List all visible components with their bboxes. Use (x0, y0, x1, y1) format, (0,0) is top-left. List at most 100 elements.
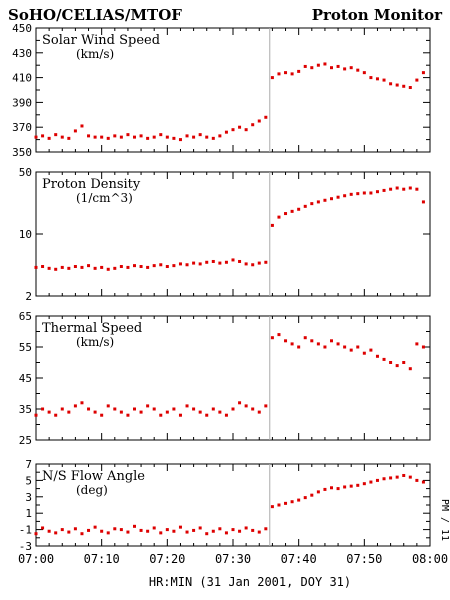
data-point (152, 135, 156, 139)
y-tick-label: 65 (19, 310, 32, 323)
data-point (159, 133, 163, 137)
y-tick-label: 35 (19, 403, 32, 416)
data-point (362, 191, 366, 195)
y-tick-label: 410 (12, 72, 32, 85)
data-point (218, 527, 222, 531)
data-point (257, 119, 261, 123)
y-tick-label: 25 (19, 434, 32, 447)
data-point (178, 138, 182, 142)
y-tick-label: 7 (25, 458, 32, 471)
data-point (47, 410, 51, 414)
data-point (303, 204, 307, 208)
x-tick-label: 07:40 (281, 552, 317, 566)
data-point (270, 505, 274, 509)
data-point (257, 261, 261, 265)
data-point (389, 361, 393, 364)
panel-label: Solar Wind Speed (42, 33, 160, 48)
y-tick-label: 450 (12, 22, 32, 35)
data-point (421, 71, 425, 75)
data-point (113, 527, 117, 531)
data-point (336, 342, 340, 346)
data-point (382, 477, 386, 481)
data-point (100, 413, 104, 417)
data-point (251, 123, 255, 127)
data-point (126, 133, 130, 137)
data-point (159, 413, 163, 417)
data-point (185, 263, 189, 267)
data-point (382, 78, 386, 82)
data-point (106, 136, 110, 140)
data-point (178, 525, 182, 529)
data-point (343, 345, 347, 349)
data-point (402, 187, 406, 191)
panel-label: N/S Flow Angle (42, 469, 145, 484)
panel-label: Proton Density (42, 177, 141, 192)
data-point (205, 532, 209, 536)
instrument-title: SoHO/CELIAS/MTOF (8, 6, 182, 24)
data-point (244, 128, 248, 132)
data-point (198, 526, 202, 530)
data-point (178, 413, 182, 417)
data-point (336, 487, 340, 491)
data-point (270, 76, 274, 80)
data-point (284, 501, 288, 505)
data-point (133, 524, 136, 528)
data-point (343, 485, 347, 489)
data-point (356, 68, 360, 72)
panel-2: 2 10 50 Proton Density(1/cm^3) (19, 166, 431, 303)
data-point (152, 526, 156, 530)
data-point (87, 407, 91, 411)
data-point (349, 348, 353, 352)
data-point (356, 345, 360, 349)
data-point (119, 135, 123, 139)
y-tick-label: 350 (12, 146, 32, 159)
data-point (165, 410, 169, 414)
data-point (172, 529, 176, 533)
data-point (41, 526, 45, 530)
data-point (87, 264, 91, 268)
y-tick-label: 55 (19, 341, 32, 354)
data-point (297, 207, 301, 211)
data-point (34, 265, 38, 269)
data-point (375, 354, 379, 358)
data-point (60, 528, 64, 532)
data-point (126, 413, 130, 417)
data-point (297, 69, 301, 73)
data-point (284, 339, 288, 343)
data-point (310, 66, 314, 70)
panel-unit: (1/cm^3) (76, 191, 133, 205)
data-point (54, 267, 58, 271)
data-point (395, 475, 399, 479)
panel-unit: (km/s) (76, 47, 114, 61)
data-point (310, 493, 314, 497)
panel-label: Thermal Speed (42, 321, 142, 336)
data-point (80, 124, 84, 128)
data-point (100, 135, 104, 139)
data-point (165, 265, 169, 269)
data-point (133, 135, 136, 139)
data-point (93, 410, 97, 414)
panel-3: 25 35 45 55 65 Thermal Speed(km/s) (19, 310, 431, 447)
data-point (336, 195, 340, 199)
monitor-title: Proton Monitor (312, 6, 443, 24)
data-point (80, 401, 84, 405)
data-point (198, 133, 202, 137)
data-point (218, 410, 222, 414)
data-point (231, 128, 235, 132)
data-point (211, 136, 215, 140)
data-point (106, 267, 110, 271)
y-tick-label: 1 (25, 507, 32, 520)
data-point (277, 333, 281, 337)
data-point (185, 530, 189, 534)
data-point (421, 480, 425, 484)
data-point (41, 265, 45, 269)
data-point (264, 404, 268, 408)
data-point (343, 67, 347, 71)
side-label: PM / 11 (439, 499, 450, 541)
data-point (119, 410, 123, 414)
data-point (80, 532, 84, 536)
data-point (106, 531, 110, 535)
data-point (382, 188, 386, 192)
data-point (270, 336, 274, 340)
data-point (205, 260, 209, 264)
